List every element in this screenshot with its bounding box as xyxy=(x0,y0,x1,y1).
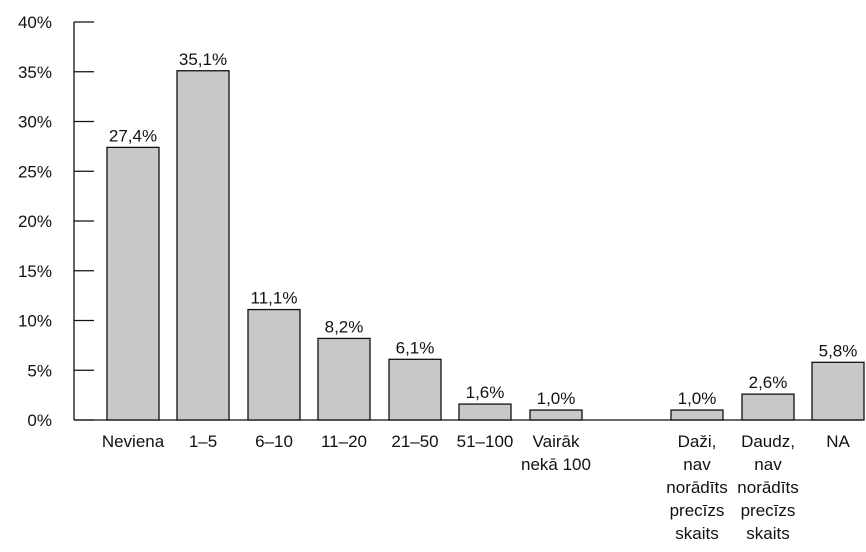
data-label: 2,6% xyxy=(749,373,788,392)
bar xyxy=(670,409,724,421)
y-tick-label: 20% xyxy=(18,212,52,231)
bar xyxy=(458,403,512,421)
bar xyxy=(529,409,583,421)
bar xyxy=(176,70,230,421)
y-tick-label: 0% xyxy=(27,411,52,430)
category-label: Daudz, xyxy=(741,432,795,451)
y-tick-label: 10% xyxy=(18,312,52,331)
data-label: 11,1% xyxy=(251,289,298,308)
bars xyxy=(106,70,865,421)
y-tick-label: 5% xyxy=(27,361,52,380)
category-label: precīzs xyxy=(741,501,796,520)
category-label: 6–10 xyxy=(255,432,293,451)
category-label: nekā 100 xyxy=(521,455,591,474)
bar xyxy=(811,361,865,421)
data-label: 1,0% xyxy=(678,389,717,408)
data-label: 27,4% xyxy=(109,126,157,145)
y-tick-label: 15% xyxy=(18,262,52,281)
data-label: 1,0% xyxy=(537,389,576,408)
bar xyxy=(741,393,795,421)
category-label: precīzs xyxy=(670,501,725,520)
category-label: skaits xyxy=(746,524,789,543)
category-label: 11–20 xyxy=(321,432,367,451)
bar xyxy=(317,337,371,421)
category-label: 1–5 xyxy=(189,432,217,451)
category-label: norādīts xyxy=(737,478,798,497)
y-tick-label: 40% xyxy=(18,13,52,32)
data-label: 8,2% xyxy=(325,317,364,336)
data-labels: 27,4% 35,1% 11,1% 8,2% 6,1% 1,6% 1,0% 1,0% 2,6% 5… xyxy=(109,50,857,408)
category-label: norādīts xyxy=(666,478,727,497)
category-label: Daži, xyxy=(678,432,717,451)
data-label: 1,6% xyxy=(466,383,505,402)
category-label: Neviena xyxy=(102,432,165,451)
category-label: NA xyxy=(826,432,850,451)
data-label: 35,1% xyxy=(179,50,227,69)
y-tick-label: 35% xyxy=(18,63,52,82)
category-label: nav xyxy=(754,455,782,474)
category-label: Vairāk xyxy=(533,432,580,451)
data-label: 6,1% xyxy=(396,338,435,357)
data-label: 5,8% xyxy=(819,341,858,360)
bar xyxy=(247,308,301,421)
y-tick-label: 25% xyxy=(18,162,52,181)
bar xyxy=(388,358,442,421)
category-label: nav xyxy=(683,455,711,474)
category-label: 21–50 xyxy=(391,432,438,451)
category-label: skaits xyxy=(675,524,718,543)
category-labels: Neviena 1–5 6–10 11–20 21–50 51–100 Vairāk nekā… xyxy=(102,432,851,543)
bar xyxy=(106,146,160,421)
y-tick-label: 30% xyxy=(18,113,52,132)
category-label: 51–100 xyxy=(457,432,514,451)
